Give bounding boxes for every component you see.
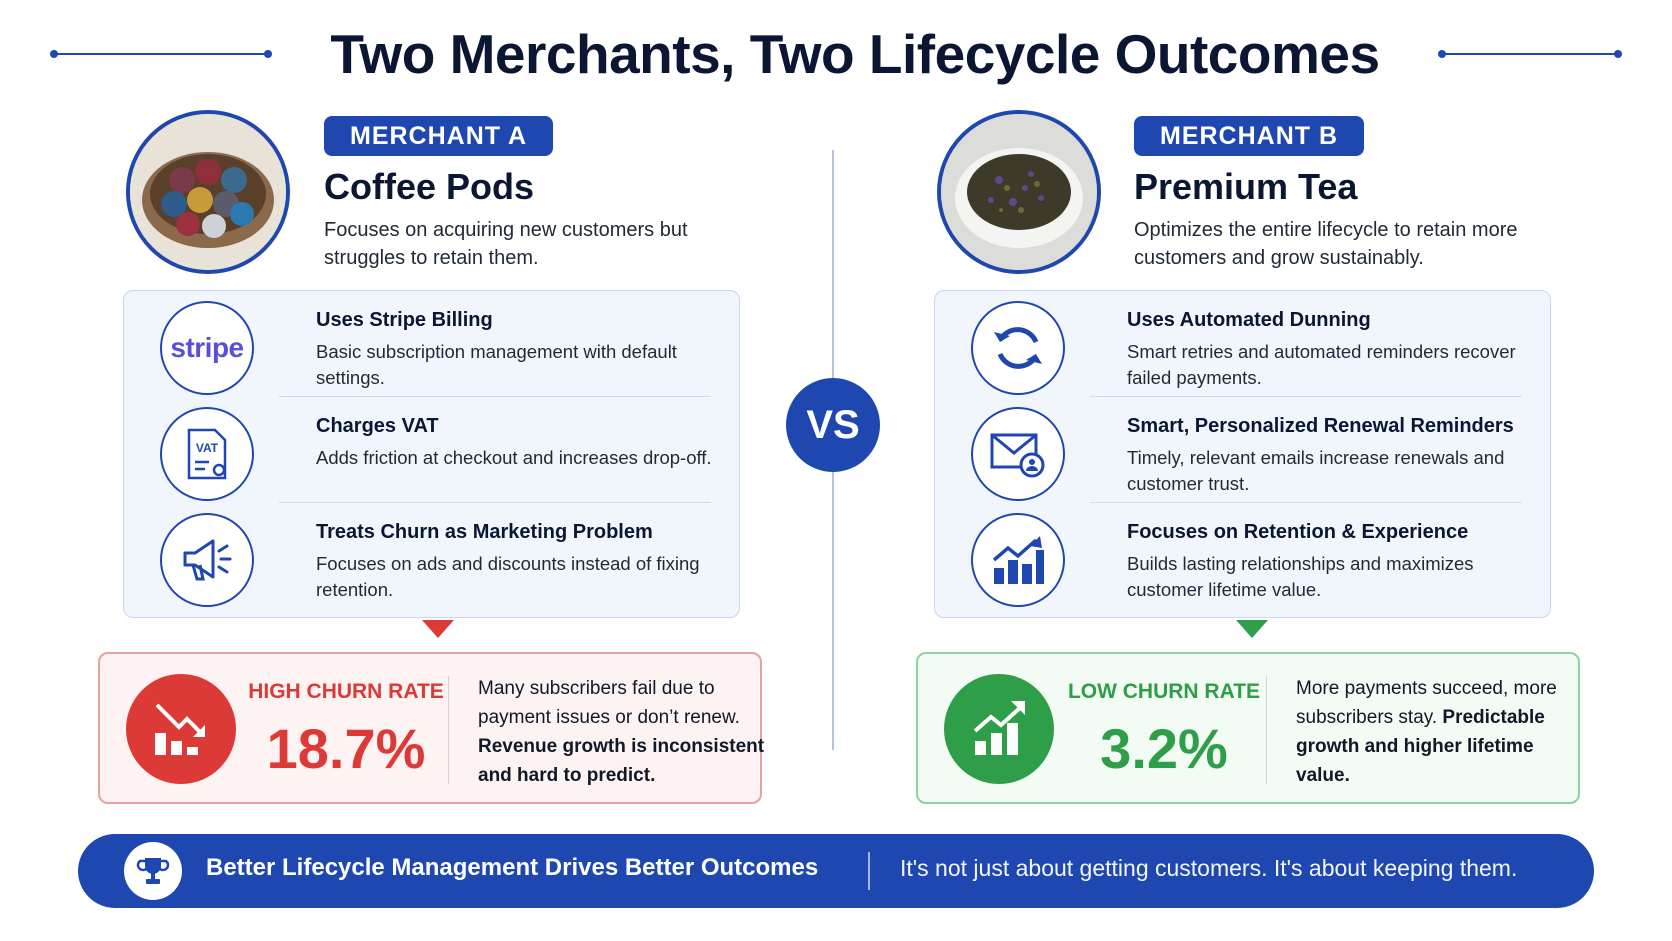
- merchant-a-description: Focuses on acquiring new customers but s…: [324, 219, 688, 269]
- feature-description: Adds friction at checkout and increases …: [316, 447, 712, 468]
- banner-text: It's not just about getting customers. I…: [900, 855, 1518, 881]
- outcome-text: Many subscribers fail due to payment iss…: [478, 674, 768, 790]
- envelope-user-icon: [971, 407, 1065, 501]
- merchant-b-panel: MERCHANT B Premium Tea Optimizes the ent…: [810, 0, 1646, 941]
- stripe-logo-text: stripe: [170, 332, 244, 363]
- churn-label: LOW CHURN RATE: [1067, 680, 1261, 703]
- chart-up-icon: [944, 674, 1054, 784]
- merchant-b-outcome: LOW CHURN RATE 3.2% More payments succee…: [916, 652, 1580, 804]
- outcome-text-normal: More payments succeed, more subscribers …: [1296, 678, 1557, 728]
- feature-title: Uses Automated Dunning: [1127, 309, 1371, 331]
- merchant-a-outcome: HIGH CHURN RATE 18.7% Many subscribers f…: [98, 652, 764, 804]
- feature-description: Focuses on ads and discounts instead of …: [316, 553, 700, 600]
- feature-title: Charges VAT: [316, 415, 439, 437]
- outcome-text-bold: Predictable growth and higher lifetime v…: [1296, 707, 1545, 786]
- merchant-a-features: stripe Uses Stripe Billing Basic subscri…: [123, 290, 740, 618]
- coffee-pods-photo: [126, 110, 290, 274]
- banner-title: Better Lifecycle Management Drives Bette…: [206, 854, 819, 881]
- vs-badge: VS: [786, 378, 880, 472]
- merchant-b-features: Uses Automated Dunning Smart retries and…: [934, 290, 1551, 618]
- vat-document-icon: VAT: [160, 407, 254, 501]
- feature-title: Smart, Personalized Renewal Reminders: [1127, 415, 1514, 437]
- vat-icon-text: VAT: [196, 441, 219, 455]
- feature-description: Basic subscription management with defau…: [316, 341, 677, 388]
- churn-value: 3.2%: [1100, 717, 1228, 780]
- chart-down-icon: [126, 674, 236, 784]
- page-title: Two Merchants, Two Lifecycle Outcomes: [330, 23, 1380, 85]
- down-pointer: [1236, 620, 1268, 638]
- merchant-a-panel: MERCHANT A Coffee Pods Focuses on acquir…: [98, 110, 764, 804]
- feature-renewal-reminders: Smart, Personalized Renewal Reminders Ti…: [935, 397, 1552, 503]
- feature-charges-vat: VAT Charges VAT Adds friction at checkou…: [124, 397, 741, 503]
- refresh-cycle-icon: [971, 301, 1065, 395]
- megaphone-icon: [160, 513, 254, 607]
- feature-description: Smart retries and automated reminders re…: [1127, 341, 1516, 388]
- title-decoration-right: [1438, 50, 1622, 58]
- feature-title: Treats Churn as Marketing Problem: [316, 521, 653, 543]
- merchant-a-name: Coffee Pods: [324, 166, 535, 207]
- feature-title: Uses Stripe Billing: [316, 309, 493, 331]
- feature-churn-marketing: Treats Churn as Marketing Problem Focuse…: [124, 503, 741, 609]
- feature-retention-experience: Focuses on Retention & Experience Builds…: [935, 503, 1552, 609]
- premium-tea-photo: [937, 110, 1101, 274]
- churn-value: 18.7%: [266, 717, 426, 780]
- feature-stripe-billing: stripe Uses Stripe Billing Basic subscri…: [124, 291, 741, 397]
- title-row: Two Merchants, Two Lifecycle Outcomes: [0, 22, 1672, 85]
- feature-automated-dunning: Uses Automated Dunning Smart retries and…: [935, 291, 1552, 397]
- feature-description: Builds lasting relationships and maximiz…: [1127, 553, 1474, 600]
- stripe-logo-icon: stripe: [160, 301, 254, 395]
- trophy-icon: [124, 842, 182, 900]
- down-pointer: [422, 620, 454, 638]
- merchant-b-description: Optimizes the entire lifecycle to retain…: [1134, 219, 1518, 269]
- merchant-b-badge: MERCHANT B: [1134, 116, 1365, 156]
- merchant-a-badge: MERCHANT A: [324, 116, 554, 156]
- title-decoration-left: [50, 50, 272, 58]
- feature-description: Timely, relevant emails increase renewal…: [1127, 447, 1505, 494]
- churn-label: HIGH CHURN RATE: [248, 680, 444, 703]
- bottom-banner: Better Lifecycle Management Drives Bette…: [78, 834, 1594, 908]
- feature-title: Focuses on Retention & Experience: [1127, 521, 1469, 543]
- outcome-text-normal: Many subscribers fail due to payment iss…: [478, 678, 740, 728]
- merchant-b-name: Premium Tea: [1134, 166, 1358, 207]
- outcome-text-bold: Revenue growth is inconsistent and hard …: [478, 736, 765, 786]
- outcome-text: More payments succeed, more subscribers …: [1296, 674, 1586, 790]
- growth-chart-icon: [971, 513, 1065, 607]
